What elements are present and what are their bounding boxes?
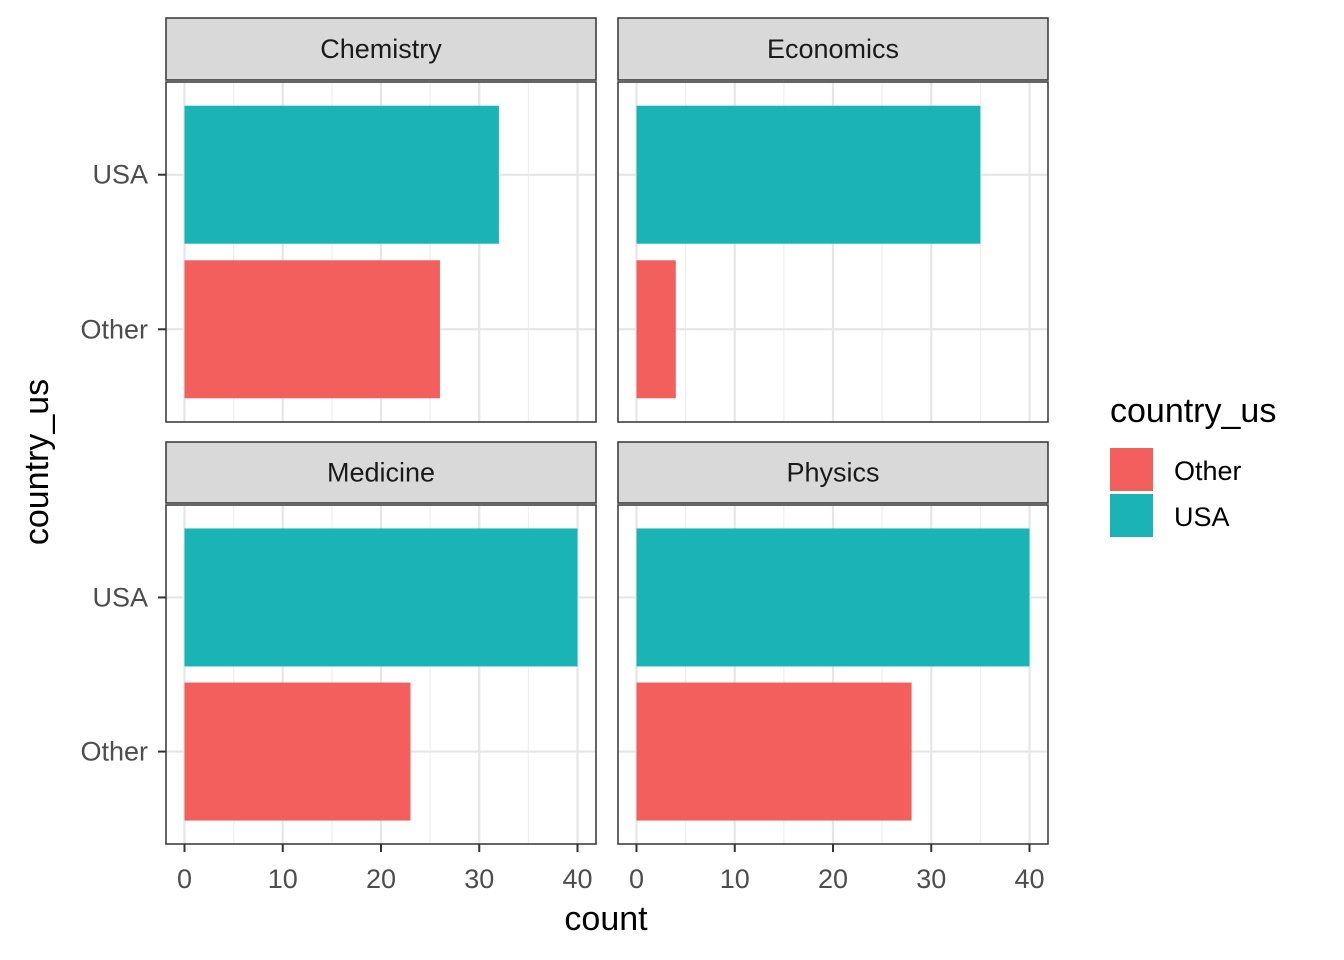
panel-border [165, 81, 597, 423]
strip-label-physics: Physics [786, 458, 879, 488]
bar-physics-usa [636, 528, 1030, 667]
strip-economics [617, 17, 1049, 81]
x-tick-label: 0 [629, 864, 644, 894]
strip-physics [617, 441, 1049, 504]
x-tick-label: 40 [562, 864, 592, 894]
legend: country_us Other USA [1110, 392, 1276, 537]
strip-label-medicine: Medicine [327, 458, 435, 488]
bar-chemistry-other [184, 260, 440, 399]
facet-panels: Chemistry Other USA Economics Medicine Other U… [80, 17, 1049, 894]
strip-label-chemistry: Chemistry [320, 34, 442, 64]
x-tick-label: 30 [916, 864, 946, 894]
bar-physics-other [636, 682, 912, 821]
facet-medicine: Medicine Other USA 0 10 20 30 40 [80, 441, 597, 894]
panel-border [617, 81, 1049, 423]
strip-chemistry [165, 17, 597, 81]
bar-medicine-other [184, 682, 411, 821]
bar-chemistry-usa [184, 105, 499, 244]
legend-label-usa: USA [1174, 502, 1230, 532]
bar-economics-usa [636, 105, 981, 244]
y-tick-label: Other [80, 314, 148, 344]
x-axis-title: count [564, 900, 648, 938]
bar-medicine-usa [184, 528, 578, 667]
y-tick-label: USA [92, 160, 148, 190]
facet-economics: Economics [617, 17, 1049, 423]
x-tick-label: 10 [268, 864, 298, 894]
facet-physics: Physics 0 10 20 30 40 [617, 441, 1049, 894]
legend-title: country_us [1110, 392, 1276, 430]
x-tick-label: 40 [1014, 864, 1044, 894]
x-tick-label: 0 [177, 864, 192, 894]
y-tick-label: Other [80, 737, 148, 767]
x-tick-label: 20 [366, 864, 396, 894]
facet-chemistry: Chemistry Other USA [80, 17, 597, 423]
legend-label-other: Other [1174, 456, 1242, 486]
x-tick-label: 20 [818, 864, 848, 894]
bar-economics-other [636, 260, 676, 399]
legend-swatch-other [1110, 448, 1153, 491]
strip-medicine [165, 441, 597, 504]
x-tick-label: 10 [720, 864, 750, 894]
strip-label-economics: Economics [767, 34, 899, 64]
x-tick-label: 30 [464, 864, 494, 894]
y-tick-label: USA [92, 582, 148, 612]
legend-swatch-usa [1110, 494, 1153, 537]
y-axis-title: country_us [18, 379, 56, 545]
